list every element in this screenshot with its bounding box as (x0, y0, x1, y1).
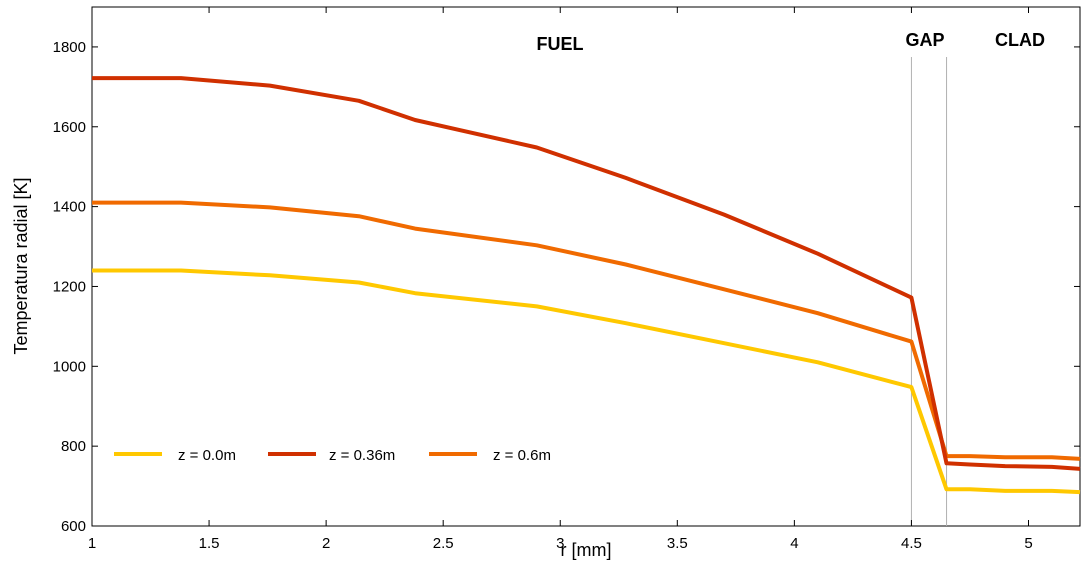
legend-label-z06: z = 0.6m (493, 447, 551, 464)
x-tick-label: 4.5 (901, 535, 922, 552)
y-tick-label: 1400 (53, 199, 86, 216)
x-axis-label: r [mm] (561, 540, 612, 560)
y-axis-label: Temperatura radial [K] (11, 177, 31, 354)
y-tick-label: 800 (61, 438, 86, 455)
region-label-clad: CLAD (995, 30, 1045, 50)
x-tick-label: 4 (790, 535, 798, 552)
axis-ticks: 1 1.5 2 2.5 3 3.5 4 4.5 5 600 800 1000 1200 1400 1600 1… (53, 7, 1080, 552)
y-tick-label: 1000 (53, 358, 86, 375)
series-line-z-0-6m (92, 200, 1081, 461)
series-line-z-0-0m (92, 268, 1081, 495)
y-tick-label: 1600 (53, 119, 86, 136)
x-tick-label: 2 (322, 535, 330, 552)
y-tick-label: 600 (61, 518, 86, 535)
series-lines (92, 76, 1081, 495)
x-tick-label: 3.5 (667, 535, 688, 552)
region-label-fuel: FUEL (537, 34, 584, 54)
x-tick-label: 5 (1024, 535, 1032, 552)
region-label-gap: GAP (905, 30, 944, 50)
series-line-z-0-36m (92, 76, 1081, 471)
x-tick-label: 3 (556, 535, 564, 552)
x-tick-label: 1.5 (199, 535, 220, 552)
x-tick-label: 2.5 (433, 535, 454, 552)
plot-area (91, 6, 1081, 527)
region-boundaries (910, 57, 948, 526)
legend-label-z036: z = 0.36m (329, 447, 395, 464)
legend-label-z0: z = 0.0m (178, 447, 236, 464)
legend: z = 0.0m z = 0.36m z = 0.6m (114, 447, 551, 464)
y-tick-label: 1200 (53, 278, 86, 295)
y-tick-label: 1800 (53, 39, 86, 56)
x-tick-label: 1 (88, 535, 96, 552)
